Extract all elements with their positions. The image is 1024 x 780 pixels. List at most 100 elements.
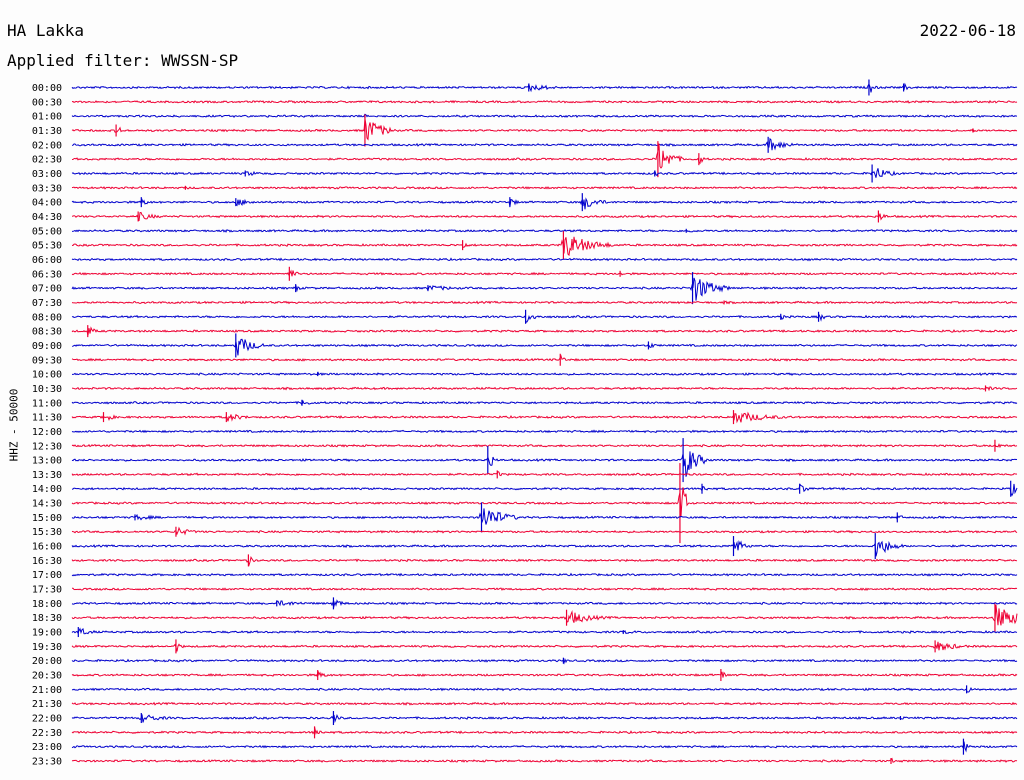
trace-row — [71, 451, 1018, 477]
trace-row — [71, 572, 1018, 577]
row-time-label: 19:30 — [32, 642, 62, 653]
row-time-label: 13:00 — [32, 456, 62, 467]
row-time-label: 12:00 — [32, 427, 62, 438]
trace-row — [71, 701, 1018, 706]
trace-row — [71, 137, 1018, 151]
trace-row — [71, 326, 1018, 336]
filter-label: Applied filter: WWSSN-SP — [7, 51, 239, 70]
row-time-label: 21:00 — [32, 685, 62, 696]
trace-row — [71, 670, 1018, 678]
row-time-label: 16:30 — [32, 556, 62, 567]
row-time-label: 00:30 — [32, 97, 62, 108]
trace-row — [71, 118, 1018, 141]
trace-row — [71, 641, 1018, 652]
station-name: HA Lakka — [7, 21, 85, 40]
row-time-label: 12:30 — [32, 441, 62, 452]
row-time-label: 00:00 — [32, 83, 62, 94]
row-time-label: 20:30 — [32, 671, 62, 682]
trace-row — [71, 429, 1018, 434]
trace-row — [71, 540, 1018, 557]
trace-row — [71, 599, 1018, 608]
trace-row — [71, 236, 1018, 257]
row-time-label: 08:00 — [32, 312, 62, 323]
trace-row — [71, 470, 1018, 477]
row-time-label: 11:00 — [32, 398, 62, 409]
row-time-label: 04:00 — [32, 198, 62, 209]
trace-row — [71, 686, 1018, 693]
row-time-label: 10:00 — [32, 370, 62, 381]
row-time-label: 06:00 — [32, 255, 62, 266]
row-time-label: 20:00 — [32, 656, 62, 667]
row-time-label: 13:30 — [32, 470, 62, 481]
row-time-label: 21:30 — [32, 699, 62, 710]
trace-row — [71, 487, 1018, 517]
trace-row — [71, 411, 1018, 424]
trace-row — [71, 211, 1018, 222]
row-time-label: 11:30 — [32, 413, 62, 424]
trace-row — [71, 338, 1018, 356]
trace-row — [71, 185, 1018, 190]
row-time-label: 14:30 — [32, 499, 62, 510]
trace-row — [71, 508, 1018, 525]
row-time-label: 19:00 — [32, 628, 62, 639]
record-date: 2022-06-18 — [919, 21, 1016, 40]
row-time-label: 10:30 — [32, 384, 62, 395]
row-time-label: 09:00 — [32, 341, 62, 352]
row-time-label: 05:00 — [32, 226, 62, 237]
trace-row — [71, 300, 1018, 305]
row-time-label: 02:30 — [32, 155, 62, 166]
row-time-label: 22:00 — [32, 714, 62, 725]
row-time-label: 03:00 — [32, 169, 62, 180]
trace-row — [71, 443, 1018, 449]
trace-row — [71, 257, 1018, 262]
trace-row — [71, 526, 1018, 536]
trace-row — [71, 197, 1018, 210]
trace-row — [71, 313, 1018, 324]
row-time-label: 05:30 — [32, 241, 62, 252]
row-time-label: 17:30 — [32, 585, 62, 596]
trace-row — [71, 269, 1018, 277]
trace-row — [71, 168, 1018, 178]
row-time-label: 22:30 — [32, 728, 62, 739]
row-time-label: 02:00 — [32, 140, 62, 151]
trace-row — [71, 354, 1018, 362]
row-time-label: 17:00 — [32, 570, 62, 581]
trace-row — [71, 741, 1018, 753]
trace-row — [71, 727, 1018, 735]
row-time-label: 06:30 — [32, 269, 62, 280]
trace-row — [71, 604, 1018, 626]
row-time-label: 16:00 — [32, 542, 62, 553]
row-time-label: 15:30 — [32, 527, 62, 538]
trace-row — [71, 556, 1018, 567]
row-time-label: 23:30 — [32, 757, 62, 768]
row-time-label: 18:00 — [32, 599, 62, 610]
trace-row — [71, 228, 1018, 233]
row-time-label: 09:30 — [32, 355, 62, 366]
trace-row — [71, 99, 1018, 104]
row-time-label: 14:00 — [32, 484, 62, 495]
trace-row — [71, 82, 1018, 93]
row-time-label: 04:30 — [32, 212, 62, 223]
row-time-label: 07:00 — [32, 284, 62, 295]
trace-row — [71, 143, 1018, 169]
row-time-label: 03:30 — [32, 183, 62, 194]
row-time-label: 23:00 — [32, 742, 62, 753]
trace-row — [71, 371, 1018, 377]
trace-row — [71, 277, 1018, 301]
row-time-label: 18:30 — [32, 613, 62, 624]
row-time-label: 01:30 — [32, 126, 62, 137]
trace-row — [71, 713, 1018, 724]
row-time-label: 15:00 — [32, 513, 62, 524]
trace-row — [71, 657, 1018, 665]
row-time-label: 08:30 — [32, 327, 62, 338]
trace-row — [71, 399, 1018, 406]
trace-row — [71, 627, 1018, 635]
trace-row — [71, 757, 1018, 763]
trace-row — [71, 483, 1018, 497]
trace-row — [71, 386, 1018, 392]
trace-row — [71, 587, 1018, 591]
row-time-label: 07:30 — [32, 298, 62, 309]
row-time-label: 01:00 — [32, 112, 62, 123]
trace-row — [71, 113, 1018, 119]
